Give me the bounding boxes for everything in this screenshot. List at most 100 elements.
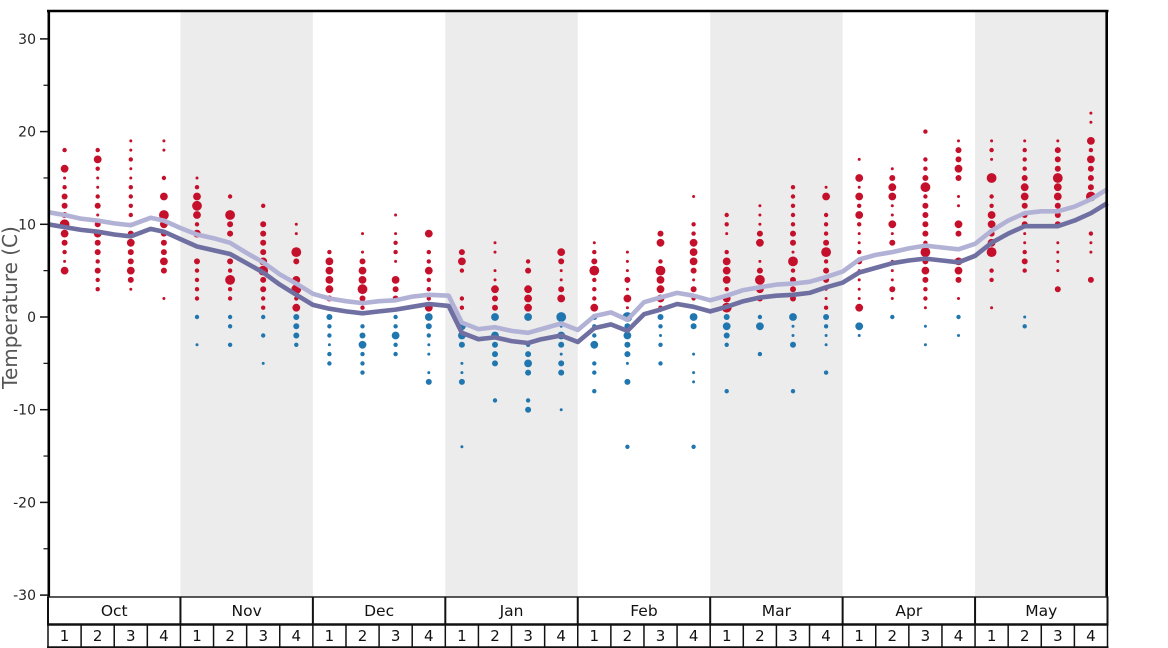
month-label-nov: Nov	[232, 602, 262, 620]
cold-temperature-dot	[756, 322, 764, 331]
warm-temperature-dot	[1023, 232, 1027, 236]
cold-temperature-dot	[525, 369, 532, 376]
warm-temperature-dot	[294, 222, 298, 226]
warm-temperature-dot	[724, 249, 729, 255]
warm-temperature-dot	[194, 296, 200, 301]
month-label-jan: Jan	[499, 602, 524, 620]
y-tick-label: 10	[18, 217, 36, 233]
warm-temperature-dot	[923, 306, 927, 310]
cold-temperature-dot	[592, 389, 597, 394]
cold-temperature-dot	[261, 333, 266, 338]
warm-temperature-dot	[93, 155, 102, 164]
warm-temperature-dot	[1087, 184, 1094, 191]
cold-temperature-dot	[393, 324, 398, 329]
warm-temperature-dot	[325, 257, 334, 266]
warm-temperature-dot	[524, 303, 532, 312]
warm-temperature-dot	[821, 247, 831, 257]
cold-temperature-dot	[757, 351, 763, 357]
week-number-label: 3	[126, 627, 136, 645]
warm-temperature-dot	[192, 200, 202, 211]
month-label-may: May	[1025, 602, 1057, 620]
cold-temperature-dot	[393, 314, 398, 320]
warm-temperature-dot	[557, 248, 566, 256]
warm-temperature-dot	[1022, 249, 1027, 255]
warm-temperature-dot	[129, 148, 133, 152]
cold-temperature-dot	[722, 322, 731, 331]
cold-temperature-dot	[559, 352, 563, 356]
cold-temperature-dot	[757, 314, 763, 320]
warm-temperature-dot	[1023, 241, 1027, 245]
warm-temperature-dot	[1022, 157, 1027, 162]
week-number-label: 3	[523, 627, 533, 645]
warm-temperature-dot	[591, 258, 598, 265]
cold-temperature-dot	[657, 314, 664, 320]
y-tick-label: 30	[18, 32, 36, 48]
warm-temperature-dot	[1021, 175, 1028, 181]
warm-temperature-dot	[357, 284, 368, 295]
cold-temperature-dot	[491, 313, 499, 321]
warm-temperature-dot	[923, 296, 928, 301]
warm-temperature-dot	[1021, 202, 1028, 209]
warm-temperature-dot	[987, 211, 996, 219]
cold-temperature-dot	[427, 343, 431, 347]
warm-temperature-dot	[989, 194, 994, 199]
warm-temperature-dot	[260, 276, 267, 283]
warm-temperature-dot	[426, 277, 431, 283]
week-number-label: 2	[623, 627, 633, 645]
warm-temperature-dot	[857, 287, 861, 291]
warm-temperature-dot	[96, 176, 100, 180]
warm-temperature-dot	[426, 296, 431, 301]
warm-temperature-dot	[260, 286, 267, 293]
warm-temperature-dot	[889, 286, 896, 293]
warm-temperature-dot	[61, 202, 68, 209]
warm-temperature-dot	[986, 173, 997, 183]
warm-temperature-dot	[194, 268, 200, 273]
lower-average-temperature-line	[47, 201, 1109, 346]
warm-temperature-dot	[1054, 202, 1061, 209]
warm-temperature-dot	[923, 287, 928, 292]
cold-temperature-dot	[227, 342, 233, 347]
warm-temperature-dot	[1020, 183, 1029, 192]
warm-temperature-dot	[426, 249, 431, 255]
cold-temperature-dot	[723, 332, 730, 339]
warm-temperature-dot	[424, 229, 433, 238]
warm-temperature-dot	[293, 258, 300, 265]
warm-temperature-dot	[592, 241, 596, 245]
cold-temperature-dot	[923, 324, 927, 328]
week-number-label: 1	[60, 627, 70, 645]
warm-temperature-dot	[227, 221, 234, 228]
warm-temperature-dot	[990, 139, 994, 143]
warm-temperature-dot	[194, 287, 200, 292]
shaded-month-band-nov	[180, 11, 313, 597]
warm-temperature-dot	[656, 276, 665, 284]
week-number-label: 3	[921, 627, 931, 645]
warm-temperature-dot	[1087, 276, 1094, 283]
warm-temperature-dot	[227, 296, 233, 301]
warm-temperature-dot	[923, 129, 928, 134]
warm-temperature-dot	[95, 194, 100, 199]
warm-temperature-dot	[227, 230, 234, 237]
week-number-label: 3	[1053, 627, 1063, 645]
cold-temperature-dot	[556, 312, 567, 322]
warm-temperature-dot	[1088, 147, 1094, 153]
warm-temperature-dot	[160, 257, 168, 266]
warm-temperature-dot	[857, 203, 862, 208]
warm-temperature-dot	[260, 230, 267, 237]
cold-temperature-dot	[194, 314, 200, 320]
warm-temperature-dot	[955, 147, 962, 154]
warm-temperature-dot	[1056, 250, 1060, 254]
warm-temperature-dot	[722, 257, 731, 266]
warm-temperature-dot	[459, 305, 465, 310]
cold-temperature-dot	[625, 361, 629, 365]
warm-temperature-dot	[656, 285, 665, 294]
warm-temperature-dot	[227, 287, 233, 292]
warm-temperature-dot	[823, 222, 829, 227]
warm-temperature-dot	[95, 287, 100, 292]
cold-temperature-dot	[360, 361, 365, 366]
warm-temperature-dot	[160, 249, 167, 256]
warm-temperature-dot	[624, 276, 631, 283]
cold-temperature-dot	[923, 343, 927, 347]
warm-temperature-dot	[194, 258, 200, 265]
